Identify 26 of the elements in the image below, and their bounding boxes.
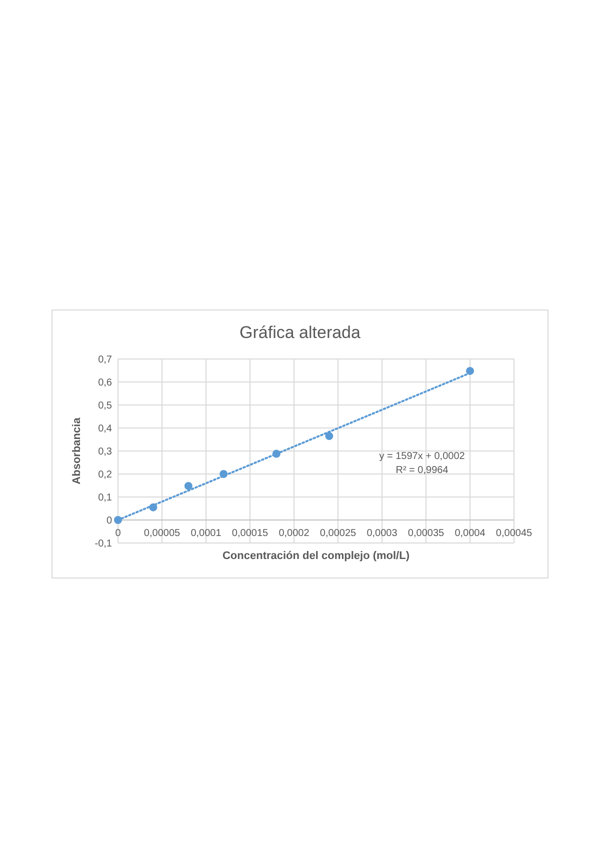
y-tick-label: 0 bbox=[106, 516, 112, 526]
y-tick-label: 0,4 bbox=[98, 424, 112, 434]
y-axis-title: Absorbancia bbox=[71, 416, 83, 484]
y-tick-label: -0,1 bbox=[94, 538, 112, 550]
y-tick-label: 0,7 bbox=[98, 354, 112, 366]
x-tick-label: 0,00015 bbox=[232, 528, 269, 539]
point bbox=[184, 482, 192, 490]
point bbox=[325, 432, 334, 440]
x-tick-label: 0,0003 bbox=[366, 528, 398, 539]
x-tick-label: 0,00045 bbox=[496, 528, 533, 539]
y-tick-label: 0,3 bbox=[98, 446, 112, 458]
y-tick-label: 0,1 bbox=[98, 492, 112, 504]
x-tick-label: 0 bbox=[115, 528, 122, 539]
annotation: R² = 0,9964 bbox=[396, 465, 449, 476]
x-tick-label: 0,0004 bbox=[454, 528, 486, 539]
annotation: y = 1597x + 0,0002 bbox=[379, 451, 466, 462]
y-tick-label: 0,2 bbox=[98, 470, 112, 480]
x-tick-label: 0,0002 bbox=[278, 528, 310, 539]
y-tick-label: 0,6 bbox=[98, 378, 112, 388]
x-tick-label: 0,00025 bbox=[320, 528, 357, 539]
x-tick-label: 0,0001 bbox=[190, 528, 222, 539]
x-tick-label: 0,00035 bbox=[408, 528, 445, 539]
y-tick-label: 0,5 bbox=[98, 400, 112, 412]
chart-title: Gráfica alterada bbox=[240, 323, 362, 342]
x-tick-label: 0,00005 bbox=[144, 528, 181, 539]
x-axis-title: Concentración del complejo (mol/L) bbox=[222, 550, 410, 562]
